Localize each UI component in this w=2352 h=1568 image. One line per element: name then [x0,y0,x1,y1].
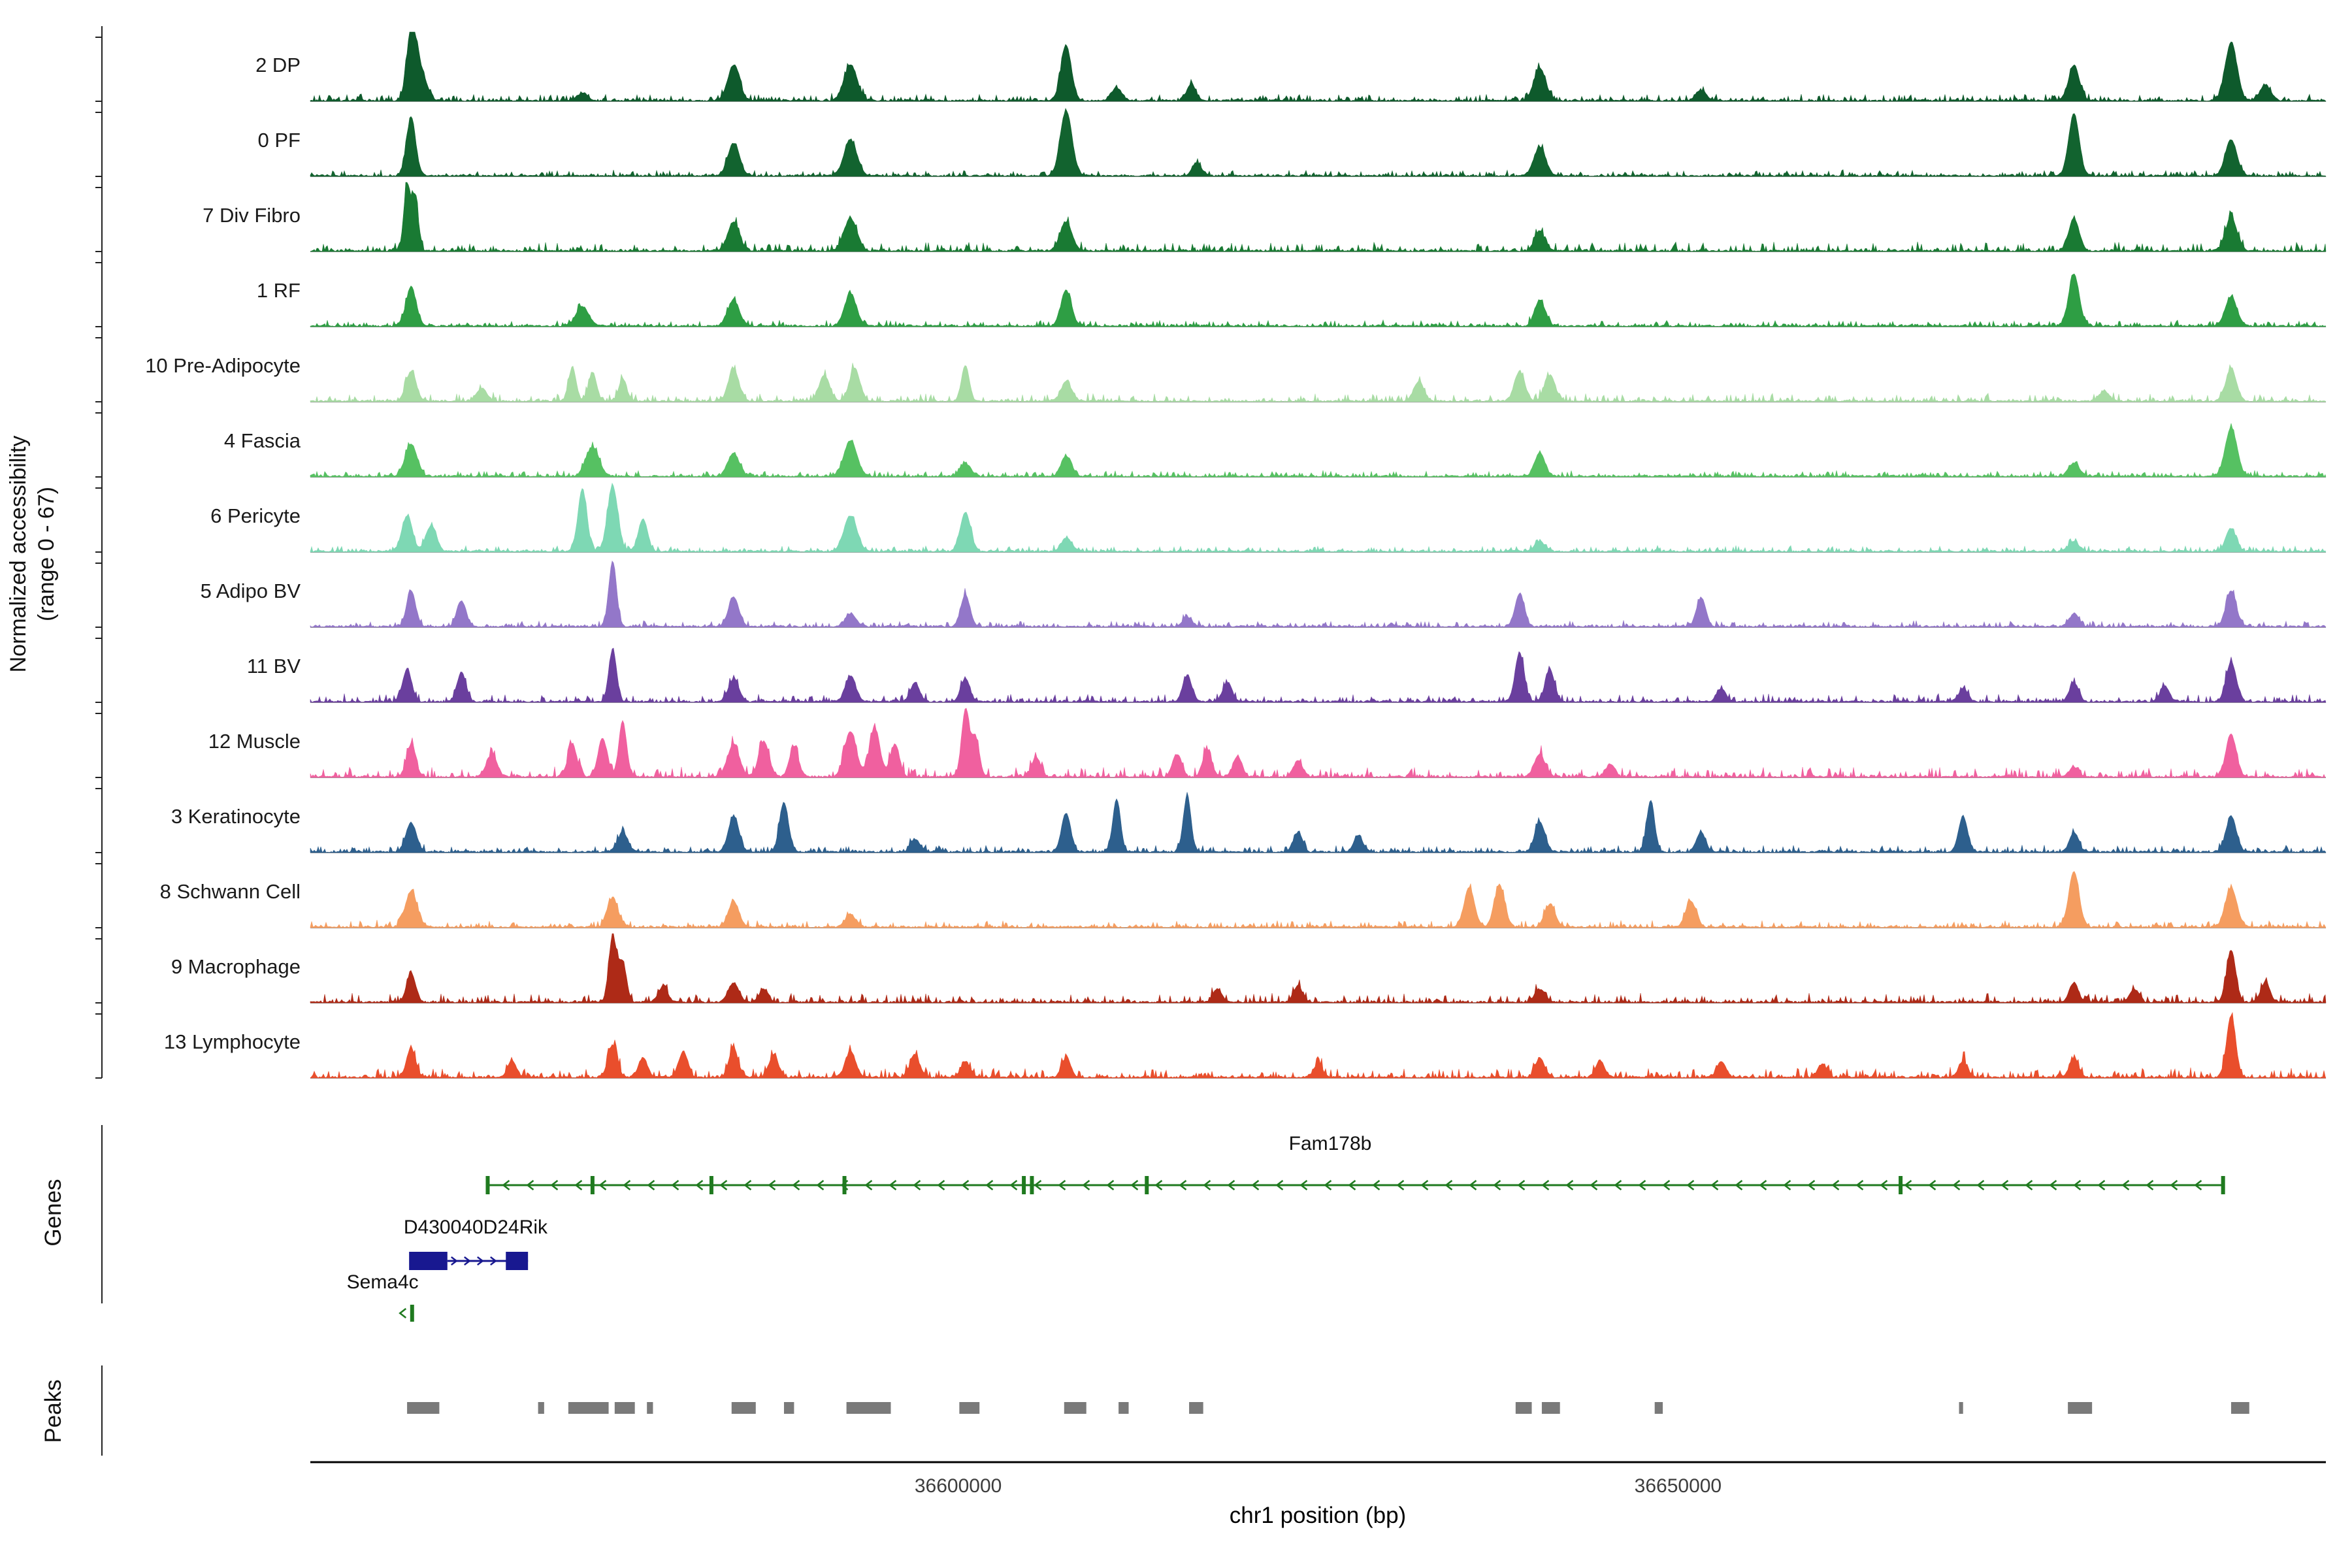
track-label: 3 Keratinocyte [171,805,301,828]
peak-box [731,1402,756,1414]
coverage-signal [310,182,2327,252]
peak-box [1189,1402,1203,1414]
x-axis-title: chr1 position (bp) [1229,1503,1407,1528]
peak-box [647,1402,653,1414]
peak-box [407,1402,440,1414]
gene-strand-arrow-left [399,1307,407,1319]
peak-box [1515,1402,1532,1414]
x-tick-label: 36650000 [1635,1475,1722,1497]
track-label: 5 Adipo BV [201,580,301,602]
peak-box [1959,1402,1963,1414]
peak-box [568,1402,609,1414]
coverage-signal [310,108,2327,177]
track-label: 13 Lymphocyte [164,1030,301,1053]
coverage-signal [310,482,2327,553]
track-label: 11 BV [247,655,301,678]
coverage-signal [310,423,2327,478]
coverage-signal [310,31,2327,103]
gene-strand-arrows-left [502,1179,2202,1191]
peak-box [2068,1402,2093,1414]
x-tick-label: 36600000 [915,1475,1002,1497]
peak-box [1541,1402,1560,1414]
gene-exon-box [506,1252,529,1270]
coverage-signal [310,792,2327,853]
track-label: 6 Pericyte [210,504,301,527]
track-label: 1 RF [257,279,301,302]
gene-exon-box [409,1252,448,1270]
track-label: 10 Pre-Adipocyte [145,354,301,377]
peak-box [2231,1402,2249,1414]
track-label: 8 Schwann Cell [160,880,301,903]
peak-box [1064,1402,1086,1414]
coverage-signal [310,1011,2327,1079]
peak-box [538,1402,544,1414]
peak-box [959,1402,980,1414]
track-label: 7 Div Fibro [203,204,301,227]
track-label: 4 Fascia [224,429,301,452]
coverage-signal [310,363,2327,402]
peak-box [1654,1402,1663,1414]
peak-box [783,1402,794,1414]
coverage-signal [310,560,2327,628]
track-label: 9 Macrophage [171,955,301,978]
gene-label-fam178b: Fam178b [1289,1133,1372,1154]
track-label: 12 Muscle [208,730,301,753]
coverage-signal [310,273,2327,327]
gene-strand-arrows-right [451,1256,497,1266]
gene-label-d430040d24rik: D430040D24Rik [404,1217,548,1238]
peak-box [1119,1402,1129,1414]
peak-box [614,1402,635,1414]
coverage-signal [310,708,2327,778]
gene-label-sema4c: Sema4c [347,1271,419,1293]
peak-box [846,1402,891,1414]
coverage-signal [310,647,2327,703]
track-label: 2 DP [255,54,301,76]
coverage-signal [310,871,2327,928]
coverage-signal [310,933,2327,1004]
track-label: 0 PF [258,129,301,152]
